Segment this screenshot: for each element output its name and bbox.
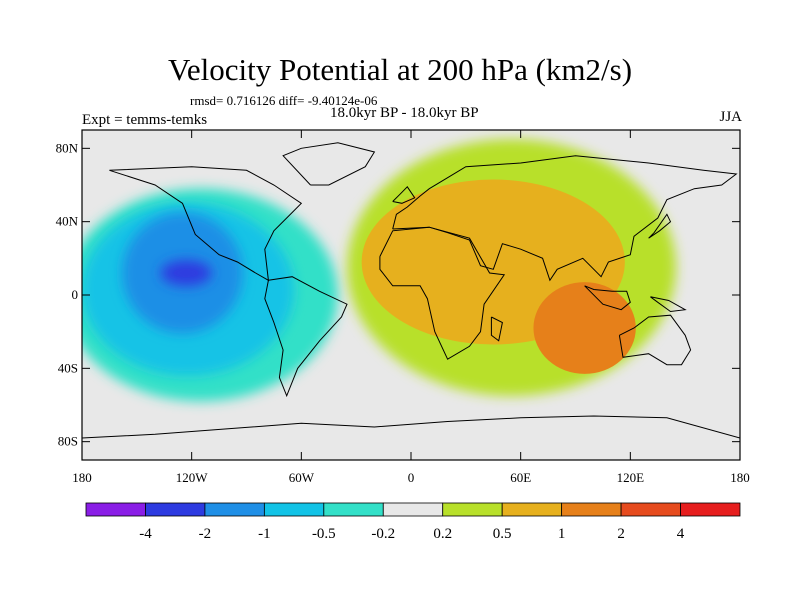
lat-tick-label-1: 40N xyxy=(56,214,79,229)
coastline-2 xyxy=(392,155,738,282)
season-label: JJA xyxy=(719,109,742,125)
lon-axis: 180 120W 60W 0 60E 120E 180 xyxy=(72,130,750,485)
colorbar-swatch-8 xyxy=(561,502,622,517)
colorbar-label-7: 1 xyxy=(558,526,566,542)
coastline-9 xyxy=(584,285,631,311)
lon-tick-label-4: 60E xyxy=(510,470,531,485)
lon-tick-label-0: 180 xyxy=(72,470,92,485)
colorbar-swatch-4 xyxy=(323,502,384,517)
colorbar-label-3: -0.5 xyxy=(312,526,336,542)
map-title: Velocity Potential at 200 hPa (km2/s) xyxy=(167,52,633,87)
coastline-11 xyxy=(490,316,503,342)
lat-tick-label-0: 80N xyxy=(56,140,79,155)
colorbar-swatch-3 xyxy=(263,502,325,517)
lat-tick-label-3: 40S xyxy=(58,360,78,375)
contour-fields xyxy=(82,139,677,402)
coastline-4 xyxy=(618,314,692,366)
colorbar-label-4: -0.2 xyxy=(371,526,395,542)
coastline-1 xyxy=(264,276,348,398)
colorbar: -4 -2 -1 -0.5 -0.2 0.2 0.5 1 2 4 xyxy=(85,502,741,542)
map-area xyxy=(81,129,741,461)
coastline-7 xyxy=(392,186,416,204)
colorbar-label-8: 2 xyxy=(617,526,625,542)
lon-tick-label-6: 180 xyxy=(730,470,750,485)
colorbar-swatch-9 xyxy=(620,502,681,517)
stats-text: rmsd= 0.716126 diff= -9.40124e-06 xyxy=(190,93,378,108)
coastline-0 xyxy=(109,166,303,282)
experiment-label: Expt = temms-temks xyxy=(82,112,208,128)
coastline-6 xyxy=(82,415,740,439)
contour-field-3 xyxy=(160,260,212,286)
period-label: 18.0kyr BP - 18.0kyr BP xyxy=(330,105,479,121)
coastline-10 xyxy=(650,296,687,313)
contour-field-6 xyxy=(533,282,636,374)
lon-tick-label-3: 0 xyxy=(408,470,415,485)
colorbar-label-5: 0.2 xyxy=(433,526,452,542)
colorbar-swatch-0 xyxy=(85,502,146,517)
lon-tick-label-5: 120E xyxy=(617,470,645,485)
colorbar-label-2: -1 xyxy=(258,526,271,542)
lon-tick-label-2: 60W xyxy=(289,470,315,485)
colorbar-swatch-1 xyxy=(145,502,206,517)
lon-tick-label-1: 120W xyxy=(176,470,209,485)
colorbar-label-0: -4 xyxy=(139,526,152,542)
lat-tick-label-4: 80S xyxy=(58,434,78,449)
coastline-5 xyxy=(282,142,376,186)
colorbar-swatch-5 xyxy=(382,502,444,517)
colorbar-swatch-7 xyxy=(501,502,563,517)
lat-tick-label-2: 0 xyxy=(72,287,79,302)
colorbar-label-9: 4 xyxy=(677,526,685,542)
colorbar-label-6: 0.5 xyxy=(493,526,512,542)
colorbar-swatch-10 xyxy=(680,502,741,517)
coastlines xyxy=(82,142,740,439)
colorbar-swatch-6 xyxy=(442,502,503,517)
coastline-3 xyxy=(379,226,506,360)
colorbar-swatch-2 xyxy=(204,502,265,517)
lat-axis: 80N 40N 0 40S 80S xyxy=(56,140,740,449)
colorbar-label-1: -2 xyxy=(199,526,212,542)
coastline-8 xyxy=(648,213,672,239)
